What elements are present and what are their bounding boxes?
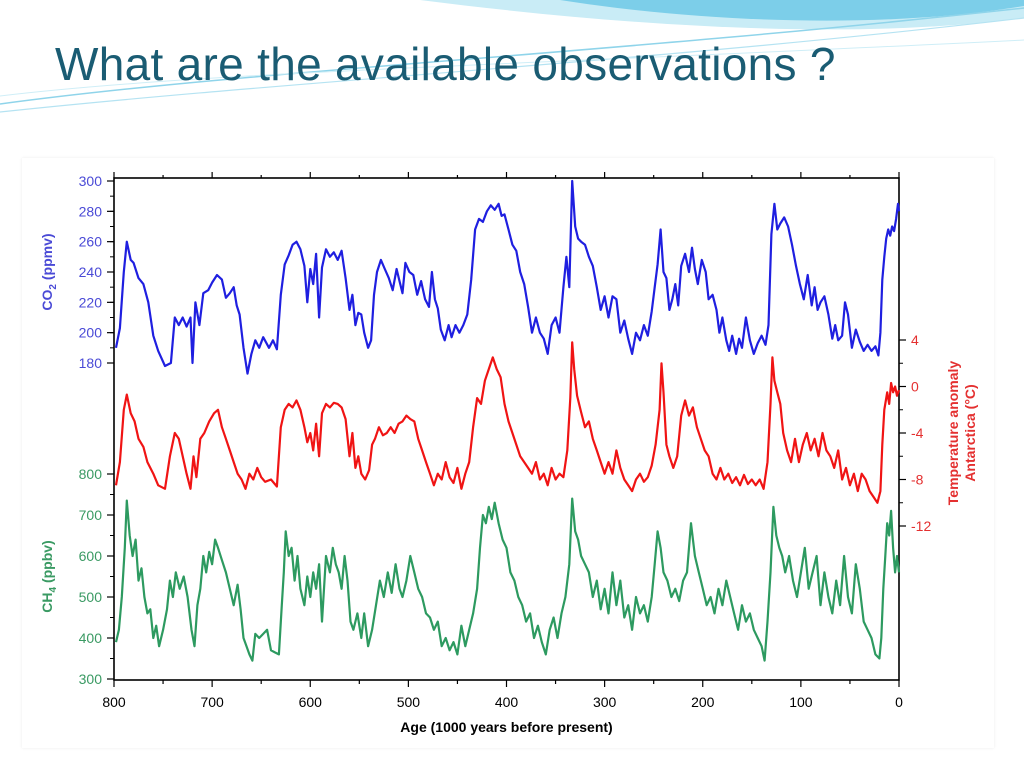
swoosh-band-main xyxy=(560,0,1024,21)
x-tick-label: 200 xyxy=(691,694,715,710)
temperature-series-line xyxy=(114,341,901,504)
co2-series-line xyxy=(114,179,901,375)
title-background-swoosh xyxy=(0,0,1024,113)
co2-y-axis-label-unit: (ppmv) xyxy=(39,233,55,284)
ch4-y-axis-label: CH4 (ppbv) xyxy=(39,540,59,612)
ch4-y-tick-label: 800 xyxy=(79,466,103,482)
x-tick-label: 300 xyxy=(593,694,617,710)
x-tick-label: 400 xyxy=(495,694,519,710)
x-tick-label: 100 xyxy=(789,694,813,710)
temperature-y-tick-label: -4 xyxy=(911,425,924,441)
co2-y-axis-label: CO2 (ppmv) xyxy=(39,233,59,310)
temperature-y-axis-label-line2: Antarctica (°C) xyxy=(962,384,978,481)
co2-y-tick-label: 200 xyxy=(79,325,103,341)
ch4-series-line xyxy=(114,497,901,662)
swoosh-line-2 xyxy=(0,17,1024,113)
temperature-y-tick-label: 0 xyxy=(911,379,919,395)
swoosh-line-1 xyxy=(0,7,1024,105)
co2-y-tick-label: 280 xyxy=(79,203,103,219)
x-tick-label: 800 xyxy=(102,694,126,710)
ice-core-chart: 800 700 600 500 400 300 200 100 0 Age (1000 years… xyxy=(39,172,978,735)
plot-frame xyxy=(113,177,900,681)
x-tick-label: 0 xyxy=(895,694,903,710)
co2-y-tick-label: 240 xyxy=(79,264,103,280)
ch4-y-tick-label: 400 xyxy=(79,630,103,646)
temperature-y-axis-label-line1: Temperature anomaly xyxy=(945,361,961,506)
co2-y-tick-label: 180 xyxy=(79,355,103,371)
ch4-y-axis-label-unit: (ppbv) xyxy=(39,540,55,587)
co2-y-axis-label-subscript: 2 xyxy=(48,284,59,290)
temperature-y-tick-label: -12 xyxy=(911,518,931,534)
ch4-y-tick-label: 700 xyxy=(79,507,103,523)
slide-title: What are the available observations ? xyxy=(55,38,836,90)
ch4-y-axis-label-subscript: 4 xyxy=(48,586,59,592)
swoosh-line-3 xyxy=(0,39,1024,97)
ch4-y-axis-label-main: CH xyxy=(39,592,55,612)
temperature-y-tick-label: -8 xyxy=(911,472,924,488)
co2-y-tick-label: 220 xyxy=(79,294,103,310)
temperature-y-tick-label: 4 xyxy=(911,332,919,348)
co2-y-tick-label: 300 xyxy=(79,173,103,189)
chart-panel: 800 700 600 500 400 300 200 100 0 Age (1000 years… xyxy=(22,158,994,748)
x-tick-label: 500 xyxy=(397,694,421,710)
ch4-y-tick-label: 600 xyxy=(79,548,103,564)
ch4-y-tick-label: 300 xyxy=(79,671,103,687)
x-axis-label: Age (1000 years before present) xyxy=(400,719,612,735)
x-tick-label: 600 xyxy=(299,694,323,710)
x-tick-label: 700 xyxy=(200,694,224,710)
ch4-y-tick-label: 500 xyxy=(79,589,103,605)
co2-y-tick-label: 260 xyxy=(79,234,103,250)
co2-y-axis-label-main: CO xyxy=(39,289,55,310)
